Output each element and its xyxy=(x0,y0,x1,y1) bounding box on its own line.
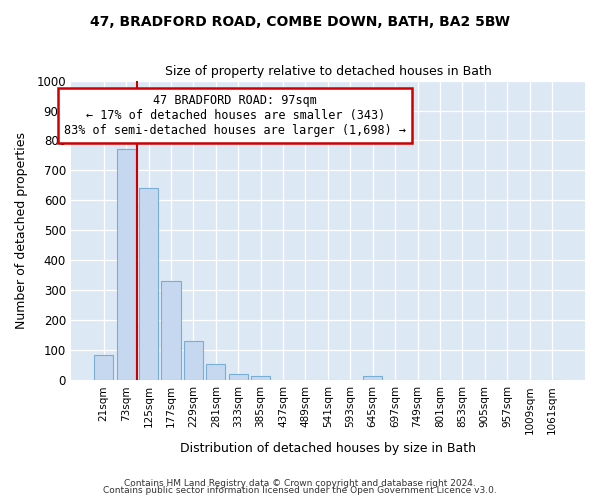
Bar xyxy=(206,364,226,380)
X-axis label: Distribution of detached houses by size in Bath: Distribution of detached houses by size … xyxy=(180,442,476,455)
Text: Contains public sector information licensed under the Open Government Licence v3: Contains public sector information licen… xyxy=(103,486,497,495)
Bar xyxy=(161,282,181,380)
Bar xyxy=(184,341,203,380)
Text: Contains HM Land Registry data © Crown copyright and database right 2024.: Contains HM Land Registry data © Crown c… xyxy=(124,478,476,488)
Bar xyxy=(229,374,248,380)
Bar xyxy=(251,376,270,380)
Y-axis label: Number of detached properties: Number of detached properties xyxy=(15,132,28,329)
Bar xyxy=(116,150,136,380)
Title: Size of property relative to detached houses in Bath: Size of property relative to detached ho… xyxy=(164,65,491,78)
Bar xyxy=(139,188,158,380)
Bar xyxy=(94,354,113,380)
Text: 47 BRADFORD ROAD: 97sqm
← 17% of detached houses are smaller (343)
83% of semi-d: 47 BRADFORD ROAD: 97sqm ← 17% of detache… xyxy=(64,94,406,137)
Text: 47, BRADFORD ROAD, COMBE DOWN, BATH, BA2 5BW: 47, BRADFORD ROAD, COMBE DOWN, BATH, BA2… xyxy=(90,15,510,29)
Bar xyxy=(363,376,382,380)
